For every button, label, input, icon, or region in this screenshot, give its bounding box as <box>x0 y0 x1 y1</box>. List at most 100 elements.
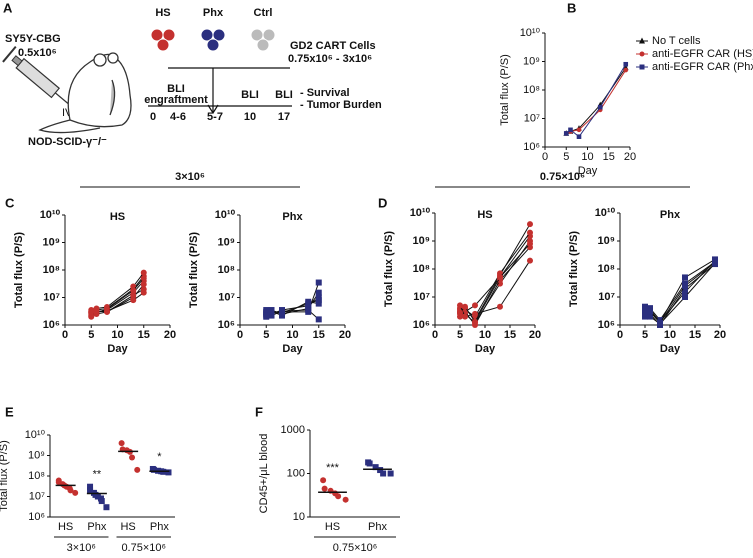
legend-marker <box>639 64 645 70</box>
route: IV <box>62 107 73 119</box>
marker <box>98 498 105 505</box>
marker <box>568 127 573 133</box>
cell-line: SY5Y-CBG <box>5 33 61 45</box>
panel-label: F <box>255 404 263 419</box>
y-tick-label: 10⁷ <box>29 490 45 502</box>
marker <box>134 466 141 473</box>
y-axis-title: Total flux (P/S) <box>188 232 200 309</box>
y-tick-label: 10⁸ <box>523 84 540 96</box>
panel-label: D <box>378 195 387 210</box>
marker <box>130 297 137 304</box>
marker <box>682 294 688 300</box>
marker <box>315 297 322 304</box>
header: 3×10⁶ <box>175 171 205 183</box>
x-tick-label: Phx <box>150 521 169 533</box>
x-tick-label: HS <box>120 521 135 533</box>
marker <box>93 308 100 315</box>
x-tick-label: 15 <box>313 329 325 341</box>
y-tick-label: 10⁷ <box>43 291 60 303</box>
marker <box>118 440 125 447</box>
x-tick-label: 5 <box>88 329 94 341</box>
marker <box>377 467 384 474</box>
group-label: Ctrl <box>254 7 273 19</box>
marker <box>380 470 387 477</box>
treatment-dose: 0.75x10⁶ - 3x10⁶ <box>288 53 372 65</box>
x-tick-label: 15 <box>138 329 150 341</box>
marker <box>372 464 379 471</box>
marker <box>94 493 101 500</box>
legend-label: anti-EGFR CAR (HS) <box>652 48 753 60</box>
marker <box>150 466 157 473</box>
marker <box>712 259 718 266</box>
y-tick-label: 10⁷ <box>218 291 235 303</box>
marker <box>140 269 147 276</box>
group-label: 0.75×10⁶ <box>121 542 166 554</box>
day: 10 <box>244 111 256 123</box>
marker <box>140 281 147 288</box>
x-tick-label: 10 <box>111 329 123 341</box>
annotation: *** <box>326 462 340 474</box>
y-tick-label: 10⁹ <box>43 236 60 248</box>
y-tick-label: 10⁶ <box>218 319 235 331</box>
marker <box>335 493 342 500</box>
x-tick-label: 0 <box>542 151 548 163</box>
marker <box>576 127 582 133</box>
y-tick-label: 10⁹ <box>523 55 540 67</box>
y-tick-label: 10⁸ <box>413 263 430 275</box>
mouse <box>38 52 132 134</box>
marker <box>72 489 79 496</box>
x-tick-label: 5 <box>642 329 648 341</box>
y-tick-label: 10⁶ <box>413 319 430 331</box>
marker <box>342 496 349 503</box>
marker <box>527 257 533 264</box>
annotation: * <box>157 451 162 463</box>
marker <box>647 308 653 315</box>
x-tick-label: 10 <box>664 329 676 341</box>
x-tick-label: 15 <box>603 151 615 163</box>
outcome: - Survival <box>300 87 350 99</box>
group-label: HS <box>155 7 170 19</box>
marker <box>472 302 478 309</box>
chart: F 10 100 1000 CD45+/μL blood HS *** Phx 0.75×10⁶ <box>255 404 400 554</box>
y-tick-label: 10⁷ <box>598 291 615 303</box>
marker <box>268 308 275 315</box>
x-tick-label: 0 <box>237 329 243 341</box>
day: 0 <box>150 111 156 123</box>
y-axis-title: CD45+/μL blood <box>258 434 270 514</box>
chart-title: Phx <box>660 209 681 221</box>
chart: D 0.75×10⁶ HS 10⁶ 10⁷ 10⁸ 10⁹ 10¹⁰ Total flux (P… <box>378 171 690 355</box>
marker <box>315 279 322 286</box>
x-tick-label: 20 <box>714 329 726 341</box>
series-line <box>565 64 627 138</box>
legend-label: anti-EGFR CAR (Phx) <box>652 61 753 73</box>
y-tick-label: 10¹⁰ <box>595 207 616 219</box>
outcome: - Tumor Burden <box>300 99 382 111</box>
marker <box>497 303 503 310</box>
marker <box>315 300 322 307</box>
marker <box>315 316 322 323</box>
x-tick-label: HS <box>325 521 340 533</box>
marker <box>682 282 688 289</box>
x-axis-title: Day <box>578 165 598 177</box>
marker <box>457 302 463 309</box>
series-line <box>459 223 531 321</box>
x-tick-label: 20 <box>624 151 636 163</box>
marker <box>88 308 95 315</box>
chart: C 3×10⁶ HS 10⁶ 10⁷ 10⁸ 10⁹ 10¹⁰ Total flux (P/S)… <box>5 171 300 355</box>
panel-label: E <box>5 404 14 419</box>
chart: Phx 10⁶ 10⁷ 10⁸ 10⁹ 10¹⁰ Total flux (P/S) 0 5 10 1… <box>188 209 351 355</box>
day: 5-7 <box>207 111 223 123</box>
event: engraftment <box>144 94 208 106</box>
x-tick-label: 15 <box>504 329 516 341</box>
panel-label: C <box>5 195 15 210</box>
x-tick-label: 15 <box>689 329 701 341</box>
y-tick-label: 10 <box>293 511 305 523</box>
x-axis-title: Day <box>282 343 303 355</box>
event: BLI <box>241 89 259 101</box>
day: 4-6 <box>170 111 186 123</box>
marker <box>642 310 648 317</box>
marker <box>279 312 285 319</box>
legend-label: No T cells <box>652 35 701 47</box>
marker <box>527 221 533 228</box>
panel-label: B <box>567 0 576 15</box>
